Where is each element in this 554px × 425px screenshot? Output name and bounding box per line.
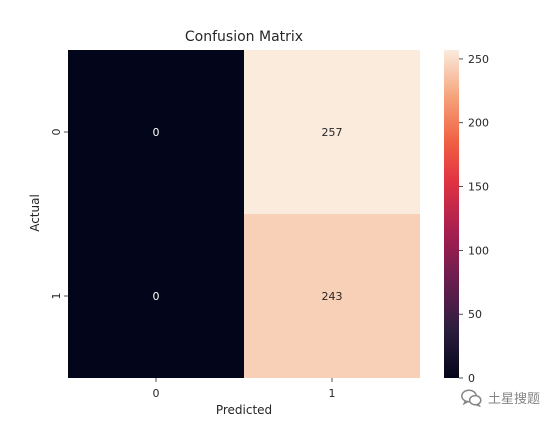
- heatmap-cell-labels: 0 257 0 243: [153, 126, 343, 303]
- colorbar-tick-label: 200: [468, 117, 489, 130]
- cell-value-label: 0: [153, 126, 160, 139]
- y-tick-label: 1: [50, 293, 63, 300]
- watermark: 土星搜题: [461, 388, 540, 407]
- colorbar-gradient: [444, 50, 459, 378]
- colorbar-tick-label: 250: [468, 53, 489, 66]
- cell-value-label: 257: [322, 126, 343, 139]
- x-axis-label: Predicted: [216, 403, 272, 417]
- cell-value-label: 243: [322, 290, 343, 303]
- heatmap-cell: [68, 214, 244, 378]
- y-tick-label: 0: [50, 129, 63, 136]
- colorbar-tick-label: 50: [468, 308, 482, 321]
- colorbar-tick-label: 100: [468, 244, 489, 257]
- heatmap-cells: [68, 50, 420, 378]
- heatmap-cell: [244, 50, 420, 214]
- colorbar-tick-label: 150: [468, 181, 489, 194]
- heatmap-cell: [68, 50, 244, 214]
- colorbar-ticks: 0 50 100 150 200 250: [459, 53, 489, 385]
- x-tick-label: 0: [153, 387, 160, 400]
- y-axis-label: Actual: [28, 194, 42, 232]
- watermark-text: 土星搜题: [487, 392, 540, 407]
- colorbar-tick-label: 0: [468, 372, 475, 385]
- x-tick-label: 1: [329, 387, 336, 400]
- cell-value-label: 0: [153, 290, 160, 303]
- heatmap-cell: [244, 214, 420, 378]
- y-axis-ticks: 01: [50, 129, 68, 300]
- chart-title: Confusion Matrix: [185, 29, 303, 45]
- wechat-chat-icon: [461, 388, 482, 407]
